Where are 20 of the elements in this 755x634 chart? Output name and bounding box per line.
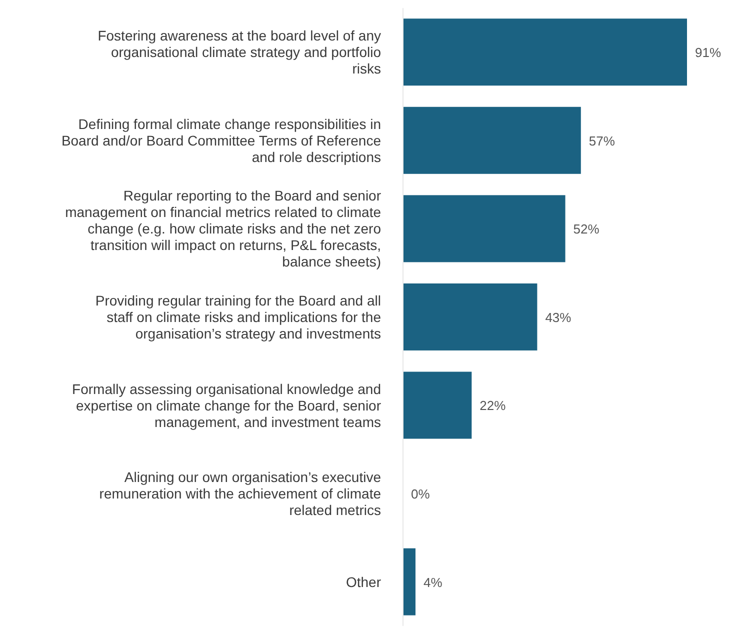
bar — [403, 372, 472, 439]
y-tick-label: Providing regular training for the Board and all staff on climate risks and implications for the organisation’s strategy and investments — [95, 292, 382, 342]
bar — [403, 195, 566, 262]
data-label: 52% — [573, 222, 600, 237]
data-label: 91% — [695, 45, 722, 60]
y-tick-label: Fostering awareness at the board level of any organisational climate strategy and portfolio risks — [98, 28, 382, 77]
bar — [403, 18, 687, 86]
y-tick-label: Formally assessing organisational knowledge and expertise on climate change for the Board, senior management, and investment teams — [72, 380, 382, 430]
y-tick-label: Other — [346, 574, 382, 590]
bar — [403, 548, 416, 616]
data-label: 22% — [480, 398, 506, 414]
y-tick-label: Regular reporting to the Board and senior management on financial metrics related to climate change (e.g. how climate risks and the net zero transition will impact on returns, P&L forecasts, balance sheets) — [65, 188, 382, 270]
bar — [403, 106, 581, 174]
data-label: 0% — [411, 486, 430, 502]
y-tick-label: Aligning our own organisation’s executive remuneration with the achievement of climate related metrics — [99, 469, 382, 518]
y-tick-label: Defining formal climate change responsibilities in Board and/or Board Committee Terms of Reference and role descriptions — [61, 116, 382, 165]
bar — [403, 283, 538, 350]
data-label: 57% — [588, 133, 616, 148]
data-label: 43% — [545, 310, 572, 325]
data-label: 4% — [423, 574, 443, 590]
